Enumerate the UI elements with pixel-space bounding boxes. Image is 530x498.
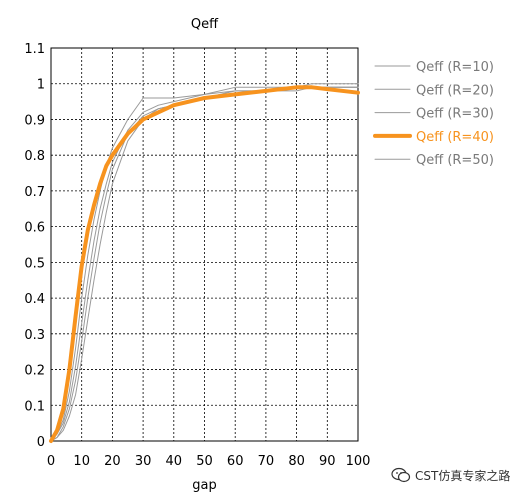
legend-label: Qeff (R=50): [416, 153, 494, 168]
y-tick-label: 0.6: [24, 221, 45, 236]
x-tick-label: 90: [319, 454, 336, 469]
x-axis-title: gap: [192, 478, 216, 493]
y-tick-label: 0.8: [24, 149, 45, 164]
legend-label: Qeff (R=40): [416, 130, 494, 145]
y-tick-label: 0.7: [24, 185, 45, 200]
legend-label: Qeff (R=20): [416, 83, 494, 98]
watermark: CST仿真专家之路: [391, 465, 510, 485]
wechat-icon: [391, 467, 411, 483]
y-tick-label: 0.4: [24, 292, 45, 307]
x-axis-ticks: 0 10 20 30 40 50 60 70 80 90 100: [47, 454, 371, 469]
y-tick-label: 0.1: [24, 399, 45, 414]
chart-title: Qeff: [191, 17, 219, 32]
y-tick-label: 1: [37, 78, 45, 93]
series-line-qeff-r-40: [49, 85, 360, 443]
x-tick-label: 20: [104, 454, 121, 469]
x-tick-label: 60: [227, 454, 244, 469]
y-tick-label: 0.2: [24, 364, 45, 379]
y-tick-label: 0.3: [24, 328, 45, 343]
legend-label: Qeff (R=10): [416, 60, 494, 75]
y-axis-ticks: 0 0.1 0.2 0.3 0.4 0.5 0.6 0.7 0.8 0.9 1 1.1: [24, 42, 45, 450]
x-tick-label: 100: [346, 454, 371, 469]
x-tick-label: 50: [196, 454, 213, 469]
series-lines: [49, 83, 360, 443]
legend-label: Qeff (R=30): [416, 107, 494, 122]
legend: Qeff (R=10) Qeff (R=20) Qeff (R=30) Qeff (R…: [373, 60, 494, 168]
y-tick-label: 0.5: [24, 256, 45, 271]
x-tick-label: 10: [73, 454, 90, 469]
x-tick-label: 30: [135, 454, 152, 469]
x-tick-label: 40: [166, 454, 183, 469]
grid-lines: [51, 48, 358, 441]
x-tick-label: 0: [47, 454, 55, 469]
y-tick-label: 0: [37, 435, 45, 450]
plot-frame: [50, 47, 359, 442]
y-tick-label: 1.1: [24, 42, 45, 57]
y-tick-label: 0.9: [24, 113, 45, 128]
watermark-text: CST仿真专家之路: [415, 468, 511, 483]
x-tick-label: 70: [258, 454, 275, 469]
x-tick-label: 80: [288, 454, 305, 469]
